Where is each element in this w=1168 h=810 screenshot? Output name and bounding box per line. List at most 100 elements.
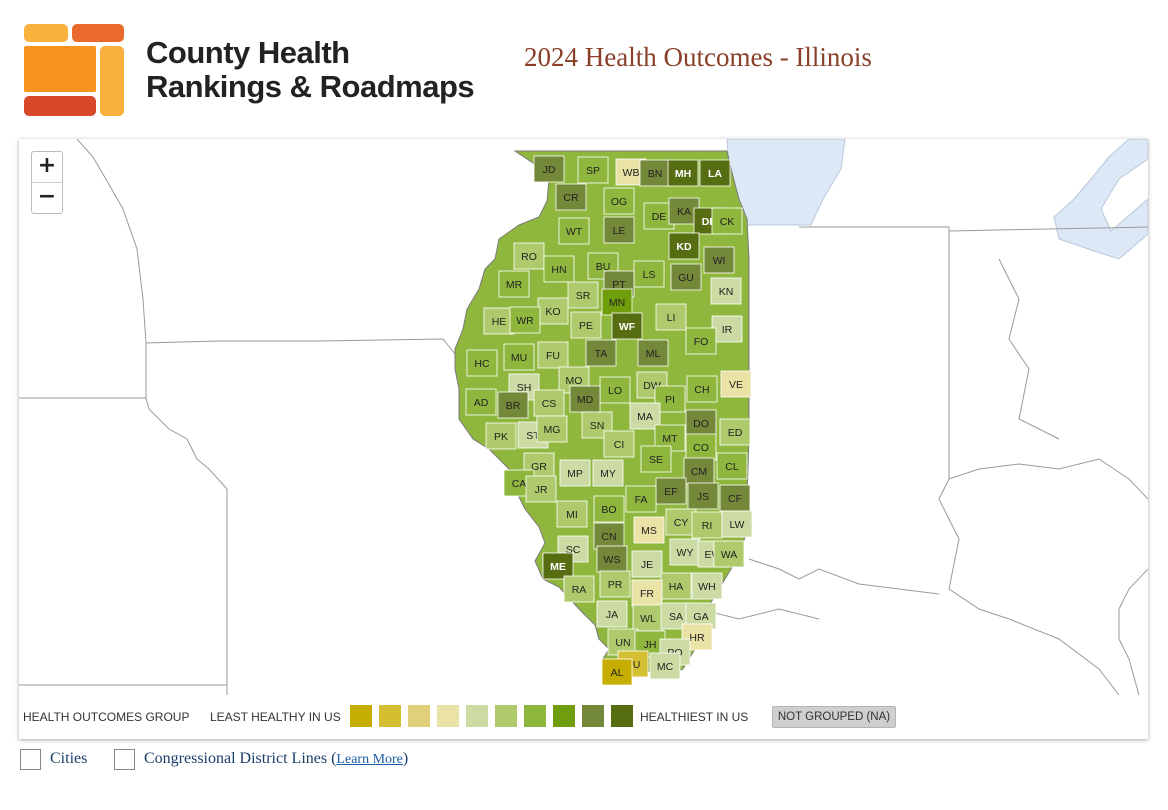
county-ck[interactable]: CK bbox=[711, 207, 743, 235]
county-mp[interactable]: MP bbox=[559, 459, 591, 487]
county-mh[interactable]: MH bbox=[667, 159, 699, 187]
county-label: LI bbox=[667, 312, 676, 324]
county-mu[interactable]: MU bbox=[503, 343, 535, 371]
county-fa[interactable]: FA bbox=[625, 485, 657, 513]
county-co[interactable]: CO bbox=[685, 433, 717, 461]
county-mc[interactable]: MC bbox=[649, 652, 681, 680]
county-ra[interactable]: RA bbox=[563, 575, 595, 603]
county-je[interactable]: JE bbox=[631, 550, 663, 578]
county-ml[interactable]: ML bbox=[637, 339, 669, 367]
county-wt[interactable]: WT bbox=[558, 217, 590, 245]
county-wa[interactable]: WA bbox=[713, 540, 745, 568]
county-do[interactable]: DO bbox=[685, 409, 717, 437]
county-label: HN bbox=[551, 264, 566, 276]
county-cs[interactable]: CS bbox=[533, 389, 565, 417]
county-mg[interactable]: MG bbox=[536, 415, 568, 443]
county-mr[interactable]: MR bbox=[498, 270, 530, 298]
county-ir[interactable]: IR bbox=[711, 315, 743, 343]
county-md[interactable]: MD bbox=[569, 385, 601, 413]
county-label: SP bbox=[586, 165, 600, 177]
county-br[interactable]: BR bbox=[497, 391, 529, 419]
zoom-out-button[interactable]: − bbox=[32, 182, 62, 213]
county-wl[interactable]: WL bbox=[632, 604, 664, 632]
county-pe[interactable]: PE bbox=[570, 311, 602, 339]
county-ja[interactable]: JA bbox=[596, 600, 628, 628]
county-bo[interactable]: BO bbox=[593, 495, 625, 523]
county-al[interactable]: AL bbox=[601, 658, 633, 686]
county-mi[interactable]: MI bbox=[556, 500, 588, 528]
county-wr[interactable]: WR bbox=[509, 306, 541, 334]
county-ad[interactable]: AD bbox=[465, 388, 497, 416]
county-ed[interactable]: ED bbox=[719, 418, 751, 446]
county-cf[interactable]: CF bbox=[719, 484, 751, 512]
county-label: JR bbox=[535, 484, 548, 496]
county-fr[interactable]: FR bbox=[631, 579, 663, 607]
county-wh[interactable]: WH bbox=[691, 572, 723, 600]
county-hc[interactable]: HC bbox=[466, 349, 498, 377]
county-kn[interactable]: KN bbox=[710, 277, 742, 305]
county-pt[interactable]: PT bbox=[603, 270, 635, 298]
county-ri[interactable]: RI bbox=[691, 511, 723, 539]
county-hr[interactable]: HR bbox=[681, 623, 713, 651]
county-fu[interactable]: FU bbox=[537, 341, 569, 369]
county-label: RA bbox=[572, 584, 587, 596]
county-cy[interactable]: CY bbox=[665, 508, 697, 536]
county-label: MA bbox=[637, 411, 653, 423]
county-me[interactable]: ME bbox=[542, 552, 574, 580]
county-cn[interactable]: CN bbox=[593, 522, 625, 550]
county-bn[interactable]: BN bbox=[639, 159, 671, 187]
county-wf[interactable]: WF bbox=[611, 312, 643, 340]
county-gu[interactable]: GU bbox=[670, 263, 702, 291]
county-se[interactable]: SE bbox=[640, 445, 672, 473]
county-lo[interactable]: LO bbox=[599, 376, 631, 404]
county-js[interactable]: JS bbox=[687, 482, 719, 510]
county-fo[interactable]: FO bbox=[685, 327, 717, 355]
county-label: LS bbox=[643, 269, 656, 281]
county-sp[interactable]: SP bbox=[577, 156, 609, 184]
county-le[interactable]: LE bbox=[603, 216, 635, 244]
county-li[interactable]: LI bbox=[655, 303, 687, 331]
county-sr[interactable]: SR bbox=[567, 281, 599, 309]
county-la[interactable]: LA bbox=[699, 159, 731, 187]
county-wy[interactable]: WY bbox=[669, 538, 701, 566]
zoom-in-button[interactable]: + bbox=[37, 153, 57, 178]
districts-checkbox[interactable] bbox=[114, 749, 135, 770]
county-pr[interactable]: PR bbox=[599, 570, 631, 598]
county-ko[interactable]: KO bbox=[537, 297, 569, 325]
county-wi[interactable]: WI bbox=[703, 246, 735, 274]
legend-not-grouped: NOT GROUPED (NA) bbox=[772, 706, 896, 728]
county-cm[interactable]: CM bbox=[683, 457, 715, 485]
county-ch[interactable]: CH bbox=[686, 375, 718, 403]
county-he[interactable]: HE bbox=[483, 307, 515, 335]
county-ef[interactable]: EF bbox=[655, 477, 687, 505]
county-og[interactable]: OG bbox=[603, 187, 635, 215]
county-lw[interactable]: LW bbox=[721, 510, 753, 538]
county-ls[interactable]: LS bbox=[633, 260, 665, 288]
county-label: SA bbox=[669, 611, 683, 623]
legend-swatch bbox=[582, 705, 604, 727]
county-label: JD bbox=[543, 164, 556, 176]
county-mn[interactable]: MN bbox=[601, 288, 633, 316]
county-hn[interactable]: HN bbox=[543, 255, 575, 283]
learn-more-link[interactable]: Learn More bbox=[336, 752, 403, 767]
county-kd[interactable]: KD bbox=[668, 232, 700, 260]
cities-checkbox[interactable] bbox=[20, 749, 41, 770]
county-ci[interactable]: CI bbox=[603, 430, 635, 458]
county-ma[interactable]: MA bbox=[629, 402, 661, 430]
map-panel[interactable]: JD SP WB BN MH LA CR OG DE KA DP CK WT LE KD RO HN BU LS GU… bbox=[19, 139, 1148, 739]
county-ws[interactable]: WS bbox=[596, 545, 628, 573]
county-ta[interactable]: TA bbox=[585, 339, 617, 367]
county-my[interactable]: MY bbox=[592, 459, 624, 487]
county-jr[interactable]: JR bbox=[525, 475, 557, 503]
county-jd[interactable]: JD bbox=[533, 155, 565, 183]
county-ro[interactable]: RO bbox=[513, 242, 545, 270]
county-ka[interactable]: KA bbox=[668, 197, 700, 225]
county-label: LO bbox=[608, 385, 622, 397]
county-pk[interactable]: PK bbox=[485, 422, 517, 450]
county-ms[interactable]: MS bbox=[633, 516, 665, 544]
county-ve[interactable]: VE bbox=[720, 370, 752, 398]
county-ha[interactable]: HA bbox=[660, 572, 692, 600]
county-cr[interactable]: CR bbox=[555, 183, 587, 211]
county-cl[interactable]: CL bbox=[716, 452, 748, 480]
